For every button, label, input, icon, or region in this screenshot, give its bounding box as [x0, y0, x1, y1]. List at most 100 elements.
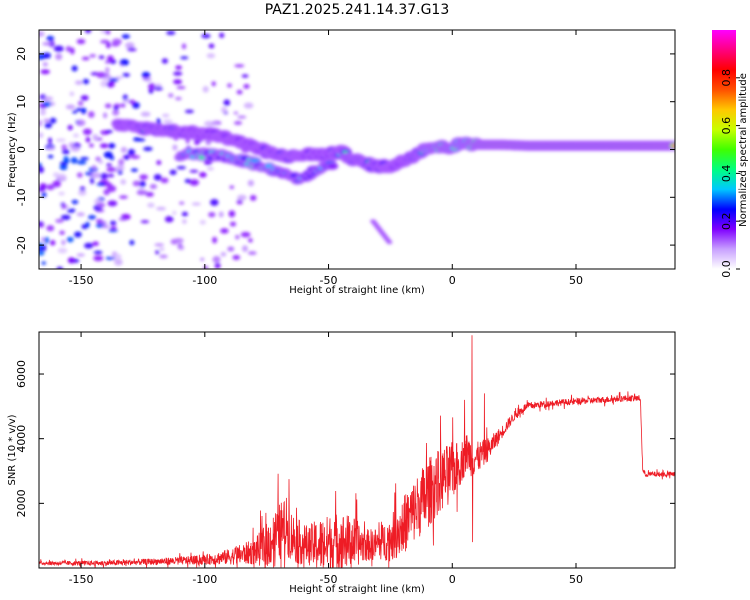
- spectrogram-x-tick-label: 0: [449, 274, 456, 287]
- heatmap-cell: [129, 240, 135, 246]
- heatmap-cell: [39, 109, 47, 116]
- snr-y-ticks: 2000 4000 6000: [15, 360, 675, 517]
- heatmap-cell: [109, 143, 116, 148]
- heatmap-cell: [74, 80, 83, 85]
- heatmap-cell: [39, 183, 47, 190]
- heatmap-cell: [206, 53, 216, 59]
- heatmap-cell: [93, 255, 104, 262]
- heatmap-cell: [66, 236, 74, 243]
- heatmap-cell: [69, 91, 75, 97]
- heatmap-cell: [223, 99, 231, 106]
- heatmap-cell: [164, 216, 174, 223]
- heatmap-cell: [43, 96, 54, 101]
- heatmap-cell: [226, 83, 233, 88]
- heatmap-cell: [172, 210, 177, 215]
- heatmap-cell: [173, 237, 184, 244]
- heatmap-cell: [243, 84, 250, 89]
- heatmap-cell: [55, 53, 63, 61]
- heatmap-cell: [160, 177, 169, 184]
- spectrogram-x-tick-label: -100: [192, 274, 217, 287]
- heatmap-cell: [208, 211, 216, 218]
- heatmap-cell: [82, 128, 92, 136]
- heatmap-cell: [52, 180, 61, 188]
- heatmap-cell: [85, 30, 92, 34]
- heatmap-cell: [229, 185, 235, 189]
- heatmap-cell: [39, 132, 44, 138]
- heatmap-cell: [155, 250, 160, 255]
- heatmap-cell: [75, 107, 83, 111]
- heatmap-cell: [180, 56, 189, 60]
- heatmap-cell: [76, 172, 83, 178]
- heatmap-cell: [107, 200, 118, 207]
- heatmap-cell: [92, 165, 97, 171]
- heatmap-cell: [77, 160, 87, 165]
- heatmap-cell: [67, 208, 76, 213]
- heatmap-cell: [175, 96, 182, 101]
- heatmap-cell: [153, 174, 162, 181]
- heatmap-cell: [60, 214, 71, 221]
- heatmap-cell: [56, 266, 64, 269]
- heatmap-cell: [104, 103, 112, 109]
- heatmap-cell: [68, 142, 74, 149]
- heatmap-cell: [41, 192, 47, 198]
- heatmap-cell: [219, 32, 225, 39]
- heatmap-cell: [104, 60, 111, 64]
- heatmap-cell: [118, 158, 125, 166]
- heatmap-cell: [107, 55, 114, 62]
- spectrogram-y-tick-label: -10: [15, 188, 28, 206]
- heatmap-cell: [139, 180, 146, 188]
- heatmap-cell: [65, 104, 76, 110]
- heatmap-cell: [191, 202, 201, 206]
- heatmap-cell: [57, 173, 67, 181]
- heatmap-cell: [80, 95, 89, 101]
- heatmap-cell: [91, 172, 101, 179]
- heatmap-cell: [154, 243, 165, 247]
- spectrogram-y-tick-label: 20: [15, 47, 28, 61]
- heatmap-cell: [47, 137, 53, 144]
- heatmap-cell: [103, 151, 113, 159]
- heatmap-cell: [194, 139, 200, 146]
- heatmap-cell: [236, 89, 243, 95]
- heatmap-cell: [89, 54, 97, 58]
- heatmap-cell: [42, 42, 52, 46]
- heatmap-cell: [76, 253, 85, 257]
- snr-y-tick-label: 2000: [15, 489, 28, 517]
- heatmap-cell: [212, 236, 218, 244]
- snr-panel: -150 -100 -50 0 50 2000 4000 6000 Height of st…: [7, 331, 676, 595]
- heatmap-cell: [242, 245, 248, 252]
- colorbar-tick-label: 0.6: [720, 117, 733, 135]
- heatmap-cell: [99, 143, 109, 149]
- heatmap-cell: [98, 55, 105, 60]
- heatmap-cell: [248, 238, 253, 243]
- heatmap-cell: [67, 257, 75, 264]
- heatmap-cell: [61, 144, 68, 151]
- heatmap-cell: [95, 156, 101, 162]
- snr-y-label: SNR (10 * v/v): [7, 414, 18, 485]
- heatmap-cell: [145, 192, 154, 197]
- heatmap-cell: [154, 86, 163, 91]
- heatmap-cell: [107, 173, 115, 178]
- heatmap-cell: [144, 78, 152, 83]
- heatmap-cell: [106, 166, 116, 173]
- heatmap-cell: [199, 171, 207, 178]
- heatmap-cell: [161, 113, 170, 118]
- snr-x-label: Height of straight line (km): [289, 584, 425, 595]
- heatmap-cell: [92, 241, 99, 246]
- heatmap-cell: [173, 79, 183, 85]
- spectrogram-y-label: Frequency (Hz): [7, 112, 18, 188]
- spectrogram-y-ticks: -20 -10 0 10 20: [15, 47, 675, 254]
- heatmap-cell: [166, 30, 176, 35]
- heatmap-cell: [212, 256, 221, 263]
- heatmap-cell: [206, 166, 214, 171]
- heatmap-cell: [122, 73, 131, 77]
- heatmap-cell: [96, 202, 106, 208]
- heatmap-cell: [47, 147, 55, 151]
- heatmap-cell: [247, 251, 257, 255]
- heatmap-cell: [227, 246, 235, 252]
- heatmap-cell: [249, 194, 257, 201]
- heatmap-cell: [47, 154, 54, 159]
- heatmap-cell: [156, 160, 162, 165]
- heatmap-cell: [120, 103, 126, 108]
- heatmap-cell: [672, 144, 675, 148]
- heatmap-cell: [182, 219, 187, 224]
